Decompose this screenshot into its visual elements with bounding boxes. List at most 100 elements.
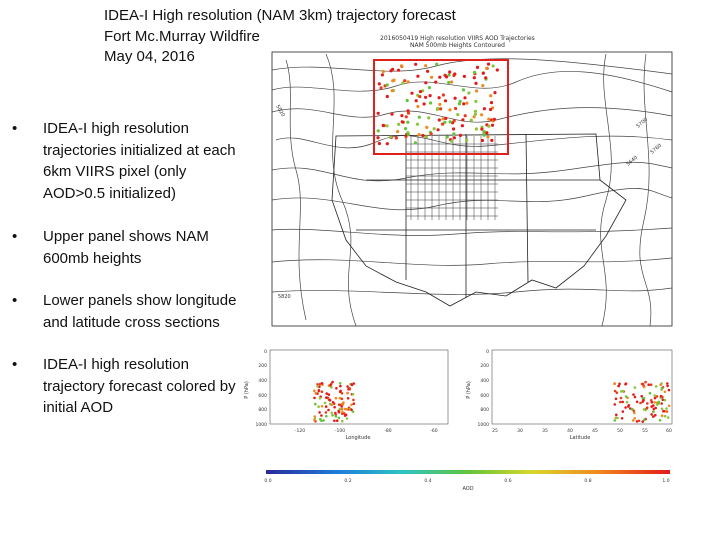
trajectory-point bbox=[637, 419, 641, 423]
bullet-text: IDEA-I high resolution trajectory foreca… bbox=[43, 356, 236, 416]
trajectory-point bbox=[641, 420, 644, 423]
trajectory-point bbox=[400, 120, 404, 124]
plot-frame bbox=[491, 349, 673, 425]
trajectory-point bbox=[486, 135, 490, 139]
trajectory-point bbox=[334, 415, 338, 418]
trajectory-point bbox=[490, 138, 494, 142]
trajectory-point bbox=[381, 123, 385, 128]
trajectory-point bbox=[385, 124, 389, 128]
trajectory-point bbox=[320, 414, 323, 417]
trajectory-point bbox=[443, 99, 448, 103]
trajectory-point bbox=[417, 115, 421, 119]
y-tick-label: 600 bbox=[480, 393, 489, 399]
trajectory-point bbox=[313, 396, 316, 400]
trajectory-point bbox=[317, 389, 321, 393]
x-tick-label: -100 bbox=[335, 428, 345, 434]
trajectory-point bbox=[475, 65, 480, 69]
trajectory-point bbox=[331, 401, 335, 404]
trajectory-point bbox=[316, 385, 319, 388]
trajectory-point bbox=[647, 383, 650, 386]
trajectory-point bbox=[620, 417, 624, 420]
trajectory-point bbox=[472, 76, 476, 80]
trajectory-point bbox=[627, 404, 631, 407]
longitude-cross-section: P (hPa) 0 200 400 600 800 1000 -120 -100… bbox=[244, 349, 449, 441]
trajectory-point bbox=[648, 391, 652, 395]
x-tick-labels: 25 30 35 40 45 50 55 60 bbox=[492, 428, 672, 434]
trajectory-point bbox=[654, 413, 657, 417]
trajectory-point bbox=[450, 80, 454, 84]
trajectory-point bbox=[652, 410, 655, 413]
trajectory-point bbox=[320, 382, 324, 385]
trajectory-point bbox=[348, 388, 352, 391]
trajectory-point bbox=[341, 419, 344, 423]
state-grid bbox=[406, 136, 498, 220]
trajectory-point bbox=[653, 394, 656, 397]
trajectory-point bbox=[390, 112, 394, 116]
trajectory-point bbox=[495, 68, 499, 72]
bullet-item: • IDEA-I high resolution trajectory forec… bbox=[12, 354, 244, 419]
trajectory-point bbox=[474, 127, 478, 131]
source-region-highlight bbox=[373, 59, 509, 155]
trajectory-point bbox=[624, 406, 627, 409]
trajectory-point bbox=[330, 385, 333, 389]
trajectory-point bbox=[335, 387, 338, 390]
bullet-symbol: • bbox=[12, 292, 18, 309]
trajectory-point bbox=[351, 393, 355, 396]
y-tick-label: 400 bbox=[480, 378, 489, 384]
trajectory-point bbox=[401, 81, 405, 85]
trajectory-point bbox=[320, 405, 324, 408]
trajectory-point bbox=[345, 417, 349, 420]
trajectory-point bbox=[463, 114, 467, 118]
trajectory-point bbox=[406, 132, 410, 137]
trajectory-point bbox=[324, 405, 328, 408]
trajectory-point bbox=[340, 392, 344, 395]
trajectory-point bbox=[615, 391, 619, 394]
trajectory-point bbox=[474, 99, 478, 103]
trajectory-point bbox=[318, 411, 321, 414]
trajectory-point bbox=[343, 407, 347, 411]
trajectory-points bbox=[313, 380, 356, 423]
trajectory-point bbox=[325, 414, 328, 418]
y-tick-labels: 0 200 400 600 800 1000 bbox=[256, 349, 268, 428]
trajectory-point bbox=[323, 401, 327, 405]
trajectory-point bbox=[424, 95, 428, 99]
trajectory-point bbox=[342, 401, 345, 404]
trajectory-point bbox=[450, 139, 454, 143]
colorbar-tick-label: 0.0 bbox=[264, 478, 271, 484]
trajectory-point bbox=[317, 405, 320, 408]
trajectory-point bbox=[448, 70, 452, 74]
trajectory-point bbox=[480, 138, 484, 143]
trajectory-point bbox=[313, 415, 317, 418]
trajectory-point bbox=[640, 394, 643, 398]
trajectory-point bbox=[474, 81, 478, 85]
x-tick-label: 40 bbox=[567, 428, 573, 434]
trajectory-point bbox=[452, 119, 456, 123]
trajectory-point bbox=[390, 89, 394, 93]
trajectory-point bbox=[329, 383, 332, 387]
y-axis-label: P (hPa) bbox=[466, 381, 472, 399]
title-line-3: May 04, 2016 bbox=[104, 48, 195, 65]
trajectory-point bbox=[322, 419, 325, 422]
trajectory-point bbox=[644, 408, 647, 412]
trajectory-point bbox=[616, 416, 619, 420]
trajectory-point bbox=[380, 73, 384, 77]
bullet-text: Lower panels show longitude and latitude… bbox=[43, 292, 237, 331]
trajectory-point bbox=[425, 125, 429, 129]
trajectory-point bbox=[379, 86, 383, 90]
trajectory-point bbox=[625, 400, 629, 404]
trajectory-point bbox=[613, 382, 617, 385]
x-tick-label: 55 bbox=[642, 428, 648, 434]
trajectory-point bbox=[473, 70, 477, 74]
contour-label: 5820 bbox=[274, 104, 286, 118]
trajectory-point bbox=[475, 89, 479, 93]
trajectory-point bbox=[491, 64, 495, 68]
trajectory-point bbox=[621, 400, 624, 404]
trajectory-point bbox=[413, 141, 417, 145]
trajectory-point bbox=[406, 80, 410, 84]
trajectory-point bbox=[461, 88, 466, 92]
bullet-text: Upper panel shows NAM 600mb heights bbox=[43, 228, 209, 267]
trajectory-point bbox=[462, 74, 466, 78]
trajectory-point bbox=[430, 75, 434, 79]
trajectory-point bbox=[490, 123, 495, 127]
trajectory-point bbox=[660, 414, 664, 417]
